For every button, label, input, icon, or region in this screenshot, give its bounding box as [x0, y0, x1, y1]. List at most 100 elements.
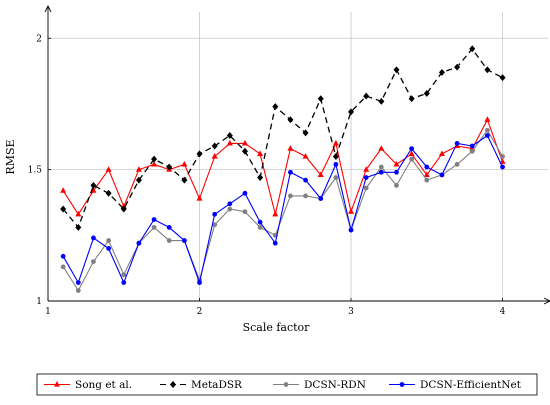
data-point	[317, 95, 324, 103]
data-point	[333, 161, 339, 167]
data-point	[166, 225, 172, 230]
data-point	[408, 150, 415, 156]
data-point	[424, 164, 430, 170]
data-point	[423, 89, 430, 97]
axes	[48, 6, 550, 301]
data-point	[469, 148, 475, 154]
legend-label: MetaDSR	[191, 379, 243, 391]
legend-label: DCSN-EfficientNet	[420, 379, 522, 391]
data-point	[500, 154, 505, 159]
legend-marker	[399, 382, 405, 387]
data-point	[241, 147, 248, 155]
data-point	[257, 150, 264, 156]
y-tick-label: 1	[36, 297, 42, 307]
data-point	[227, 201, 233, 207]
data-point	[272, 240, 278, 246]
y-tick-label: 1.5	[28, 166, 43, 176]
data-point	[499, 74, 506, 82]
data-point	[408, 95, 415, 103]
legend-entry-dcsn-rdn: DCSN-RDN	[273, 379, 366, 391]
data-point	[409, 146, 415, 152]
legend-marker	[170, 381, 176, 388]
data-point	[196, 195, 203, 201]
data-point	[500, 164, 505, 170]
data-point	[394, 169, 399, 175]
data-point	[196, 150, 203, 158]
series-dcsn-efficientnet	[60, 133, 505, 286]
data-point	[438, 150, 445, 156]
data-point	[302, 153, 309, 159]
series-line-dcsn-efficientnet	[62, 134, 503, 284]
data-point	[409, 156, 415, 162]
data-point	[272, 210, 279, 217]
data-point	[257, 225, 263, 230]
data-point	[332, 153, 339, 160]
data-point	[454, 140, 460, 146]
data-point	[303, 193, 308, 199]
data-point	[106, 246, 112, 251]
x-axis-title: Scale factor	[243, 321, 311, 334]
data-point	[378, 145, 385, 151]
data-point	[181, 238, 187, 243]
data-point	[423, 171, 430, 177]
legend-marker	[53, 381, 61, 387]
data-point	[378, 169, 384, 175]
data-point	[135, 166, 142, 172]
legend-entry-song-et-al: Song et al.	[44, 379, 132, 391]
data-point	[166, 163, 173, 171]
data-point	[91, 235, 96, 241]
data-point	[75, 280, 81, 286]
x-tick-label: 2	[197, 307, 203, 317]
series-lines	[60, 45, 506, 293]
data-point	[332, 139, 339, 146]
data-point	[60, 205, 67, 213]
data-point	[363, 166, 370, 172]
series-song-et-al	[60, 116, 506, 217]
y-tick-label: 2	[36, 34, 42, 44]
data-point	[166, 238, 172, 243]
data-point	[438, 68, 445, 76]
data-point	[151, 217, 157, 222]
data-point	[106, 238, 112, 243]
data-point	[348, 108, 355, 116]
legend-label: DCSN-RDN	[304, 379, 366, 391]
data-point	[60, 187, 67, 193]
data-point	[241, 139, 248, 146]
data-point	[135, 176, 142, 184]
data-point	[348, 227, 354, 233]
x-tick-label: 1	[45, 307, 51, 317]
data-point	[197, 280, 202, 286]
data-point	[257, 174, 264, 181]
data-point	[348, 208, 355, 214]
data-point	[257, 219, 263, 225]
data-point	[121, 272, 127, 278]
data-point	[288, 193, 293, 199]
legend-entry-dcsn-efficientnet: DCSN-EfficientNet	[389, 379, 522, 391]
data-point	[484, 127, 490, 133]
data-point	[333, 175, 339, 180]
legend-label: Song et al.	[75, 379, 132, 391]
data-point	[120, 205, 127, 213]
data-point	[393, 160, 400, 167]
data-point	[302, 129, 309, 137]
data-point	[75, 288, 81, 293]
x-tick-label: 4	[500, 307, 506, 317]
data-point	[454, 63, 461, 71]
data-point	[90, 181, 97, 189]
data-point	[288, 169, 293, 175]
data-point	[318, 196, 324, 201]
data-point	[211, 153, 218, 159]
series-metadsr	[60, 45, 506, 231]
tick-labels: 1 2 3 4 1 1.5 2	[28, 34, 506, 317]
data-point	[242, 209, 248, 215]
data-point	[181, 160, 188, 167]
data-point	[226, 139, 233, 146]
data-point	[424, 177, 430, 183]
data-point	[181, 176, 188, 184]
data-point	[227, 206, 233, 212]
data-point	[75, 210, 82, 217]
legend: Song et al. MetaDSR DCSN-RDN DCSN-Efficient…	[36, 373, 538, 396]
data-point	[499, 158, 506, 164]
data-point	[242, 190, 248, 196]
